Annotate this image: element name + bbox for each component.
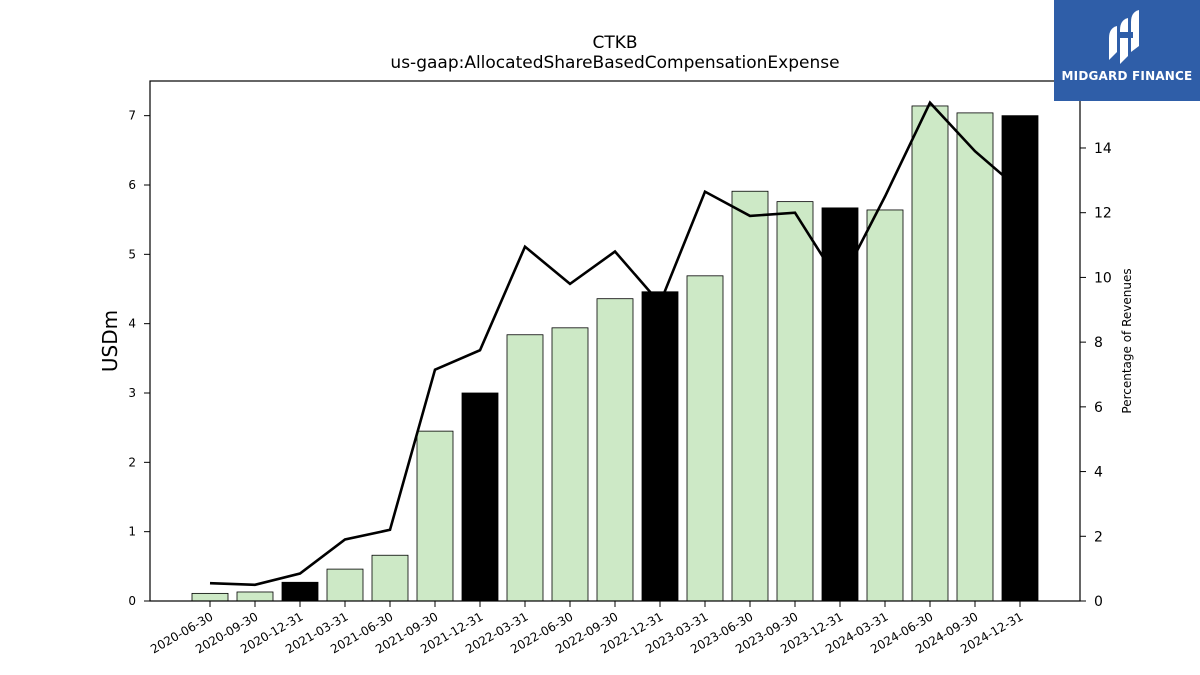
midgard-logo-icon <box>1109 10 1139 64</box>
bars-group <box>191 105 1039 602</box>
brand-logo: MIDGARD FINANCE <box>1054 0 1200 101</box>
y-tick-label: 7 <box>128 109 136 123</box>
bar <box>776 201 814 602</box>
y2-axis-label: Percentage of Revenues <box>1120 268 1134 413</box>
y-tick-label: 2 <box>128 455 136 469</box>
brand-logo-text: MIDGARD FINANCE <box>1061 69 1193 83</box>
bar <box>956 112 994 602</box>
bar <box>641 291 679 602</box>
bar <box>686 275 724 602</box>
left-axis: 0 1 2 3 4 5 6 7 <box>128 109 150 608</box>
y-tick-label: 5 <box>128 247 136 261</box>
y2-tick-label: 0 <box>1094 594 1103 610</box>
y-tick-label: 1 <box>128 525 136 539</box>
bar <box>551 327 589 602</box>
bar <box>1001 115 1039 602</box>
bar <box>866 209 904 602</box>
y-axis-label: USDm <box>98 310 122 372</box>
bar <box>506 334 544 602</box>
y2-tick-label: 10 <box>1094 270 1112 286</box>
chart-subtitle: us-gaap:AllocatedShareBasedCompensationE… <box>390 53 839 73</box>
bar <box>236 591 274 602</box>
y2-tick-label: 2 <box>1094 529 1103 545</box>
y2-tick-label: 12 <box>1094 206 1112 222</box>
y-tick-label: 3 <box>128 386 136 400</box>
bar <box>461 392 499 602</box>
bar <box>911 105 949 602</box>
y2-tick-label: 8 <box>1094 335 1103 351</box>
y-tick-label: 6 <box>128 178 136 192</box>
y2-tick-label: 4 <box>1094 465 1103 481</box>
bar <box>596 298 634 602</box>
bar <box>731 190 769 602</box>
bar <box>821 207 859 602</box>
right-axis: 0 2 4 6 8 10 12 14 <box>1080 141 1112 610</box>
y-tick-label: 4 <box>128 317 136 331</box>
bar <box>281 581 319 602</box>
y-tick-label: 0 <box>128 594 136 608</box>
bar <box>191 592 229 602</box>
line-group <box>209 100 1021 587</box>
bar <box>416 430 454 602</box>
y2-tick-label: 14 <box>1094 141 1112 157</box>
bar <box>371 554 409 602</box>
line-series <box>209 100 1021 587</box>
y2-tick-label: 6 <box>1094 400 1103 416</box>
x-axis: 2020-06-302020-09-302020-12-312021-03-31… <box>148 601 1026 656</box>
bar <box>326 568 364 602</box>
chart-title: CTKB <box>592 33 637 53</box>
